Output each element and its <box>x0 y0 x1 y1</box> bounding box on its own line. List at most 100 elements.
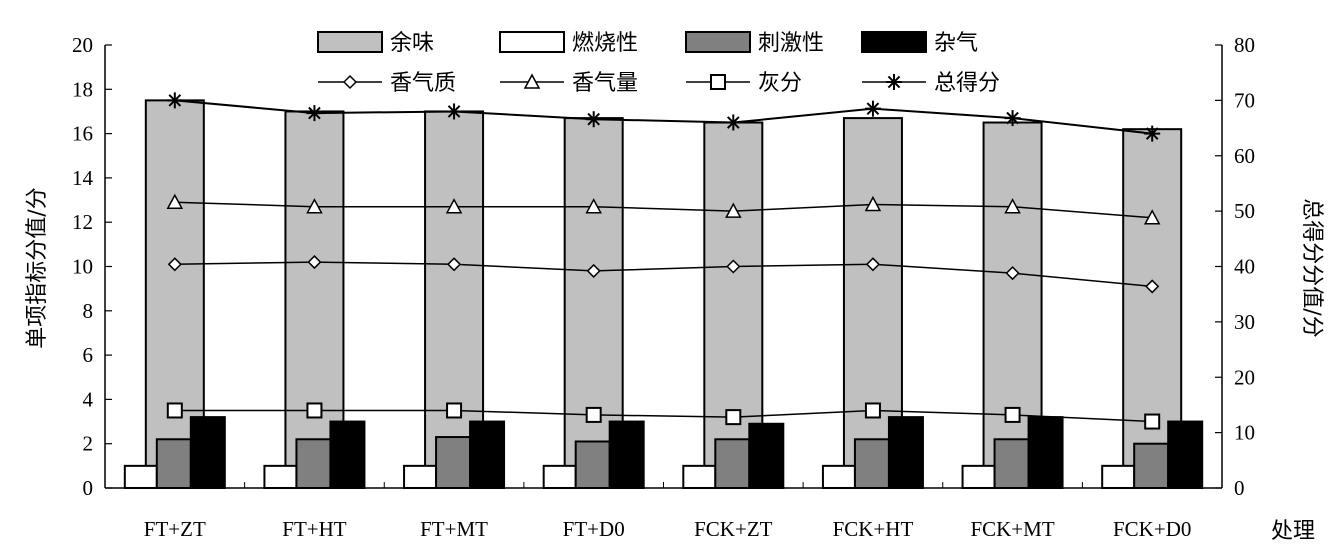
marker-star-stroke <box>866 102 880 115</box>
marker-star-stroke <box>168 94 182 107</box>
legend-swatch-燃烧性 <box>499 31 565 53</box>
marker-diamond <box>1005 266 1020 281</box>
x-tick-label: FCK+ZT <box>694 517 773 541</box>
marker-triangle <box>1143 209 1161 225</box>
marker-triangle <box>585 198 602 214</box>
marker-star-stroke <box>727 116 740 129</box>
point-香气质-5 <box>865 257 880 272</box>
x-tick-label: FT+D0 <box>563 517 625 541</box>
lines <box>166 92 1161 430</box>
marker-triangle <box>864 195 882 212</box>
point-总得分-3 <box>585 111 602 128</box>
bar-燃烧性-1 <box>263 464 298 490</box>
bar-杂气-7 <box>1167 420 1204 489</box>
marker-square <box>1004 406 1021 423</box>
point-香气量-5 <box>864 195 882 212</box>
marker-diamond <box>586 263 601 278</box>
point-灰分-5 <box>864 402 881 419</box>
bar-杂气-3 <box>608 420 645 489</box>
y2-tick-label: 30 <box>1234 310 1255 334</box>
x-tick-label: FT+ZT <box>144 517 206 541</box>
point-总得分-7 <box>1144 125 1161 142</box>
bar-刺激性-7 <box>1133 442 1170 490</box>
legend-label-总得分: 总得分 <box>934 71 1000 96</box>
marker-diamond <box>342 74 358 90</box>
bar-刺激性-2 <box>435 436 472 489</box>
marker-triangle <box>523 73 541 89</box>
legend-swatch-刺激性 <box>685 31 751 53</box>
legend-label-刺激性: 刺激性 <box>758 31 824 56</box>
marker-triangle <box>166 193 184 210</box>
marker-diamond <box>726 259 741 274</box>
marker-diamond <box>865 257 880 272</box>
bar-刺激性-5 <box>853 438 890 489</box>
marker-square <box>446 402 463 419</box>
bars <box>123 99 1204 490</box>
marker-square <box>710 74 726 90</box>
point-灰分-6 <box>1004 406 1021 423</box>
point-总得分-1 <box>306 105 323 122</box>
marker-diamond <box>447 257 462 272</box>
x-tick-label: FT+HT <box>282 517 347 541</box>
point-灰分-3 <box>585 406 602 423</box>
x-tick-label: FT+MT <box>420 517 488 541</box>
point-香气质-1 <box>307 255 322 270</box>
marker-triangle <box>306 198 323 214</box>
legend-label-余味: 余味 <box>390 31 434 56</box>
x-axis-label: 处理 <box>1271 519 1315 544</box>
y2-axis-label: 总得分分值/分 <box>1299 198 1324 337</box>
y-tick-label: 16 <box>72 122 93 146</box>
marker-square <box>166 402 183 419</box>
line-香气量 <box>174 201 1153 219</box>
marker-star-stroke <box>447 105 461 118</box>
point-总得分-4 <box>725 114 742 131</box>
y2-tick-label: 10 <box>1234 421 1255 445</box>
y-tick-label: 20 <box>72 33 93 57</box>
y-tick-label: 10 <box>72 255 93 279</box>
bar-杂气-2 <box>469 420 506 489</box>
bar-刺激性-0 <box>155 438 192 489</box>
point-灰分-2 <box>446 402 463 419</box>
marker-diamond <box>1145 279 1160 294</box>
bar-燃烧性-0 <box>123 464 158 490</box>
x-tick-label: FCK+MT <box>970 517 1054 541</box>
bar-杂气-5 <box>887 416 924 489</box>
point-香气质-2 <box>447 257 462 272</box>
bar-燃烧性-5 <box>821 464 856 490</box>
marker-triangle <box>445 198 463 214</box>
legend-label-燃烧性: 燃烧性 <box>572 31 638 56</box>
y-tick-label: 8 <box>83 299 94 323</box>
marker-star-stroke <box>1006 111 1019 125</box>
legend-label-香气质: 香气质 <box>390 71 456 96</box>
bar-燃烧性-4 <box>682 464 717 490</box>
point-香气质-7 <box>1145 279 1160 294</box>
bar-燃烧性-3 <box>542 464 577 490</box>
bar-刺激性-3 <box>574 440 611 489</box>
y2-tick-label: 40 <box>1234 255 1255 279</box>
point-香气质-4 <box>726 259 741 274</box>
legend-label-灰分: 灰分 <box>758 71 802 96</box>
bar-杂气-4 <box>748 422 785 490</box>
bar-刺激性-1 <box>295 438 332 489</box>
bar-燃烧性-2 <box>403 464 438 490</box>
point-总得分-6 <box>1004 110 1021 127</box>
point-灰分-4 <box>725 409 742 426</box>
legend-swatch-余味 <box>317 31 383 53</box>
marker-star-stroke <box>587 112 600 126</box>
point-香气量-6 <box>1004 198 1021 214</box>
marker-diamond <box>307 255 322 270</box>
y-tick-label: 14 <box>72 166 94 190</box>
point-香气量-3 <box>585 198 602 214</box>
x-tick-label: FCK+D0 <box>1113 517 1191 541</box>
bar-燃烧性-6 <box>961 464 996 490</box>
marker-square <box>585 406 602 423</box>
y-tick-label: 6 <box>83 343 94 367</box>
y2-tick-label: 60 <box>1234 144 1255 168</box>
point-灰分-1 <box>306 402 323 419</box>
marker-star-stroke <box>887 75 901 89</box>
x-tick-label: FCK+HT <box>833 517 914 541</box>
marker-square <box>725 409 742 426</box>
line-灰分 <box>174 409 1153 423</box>
